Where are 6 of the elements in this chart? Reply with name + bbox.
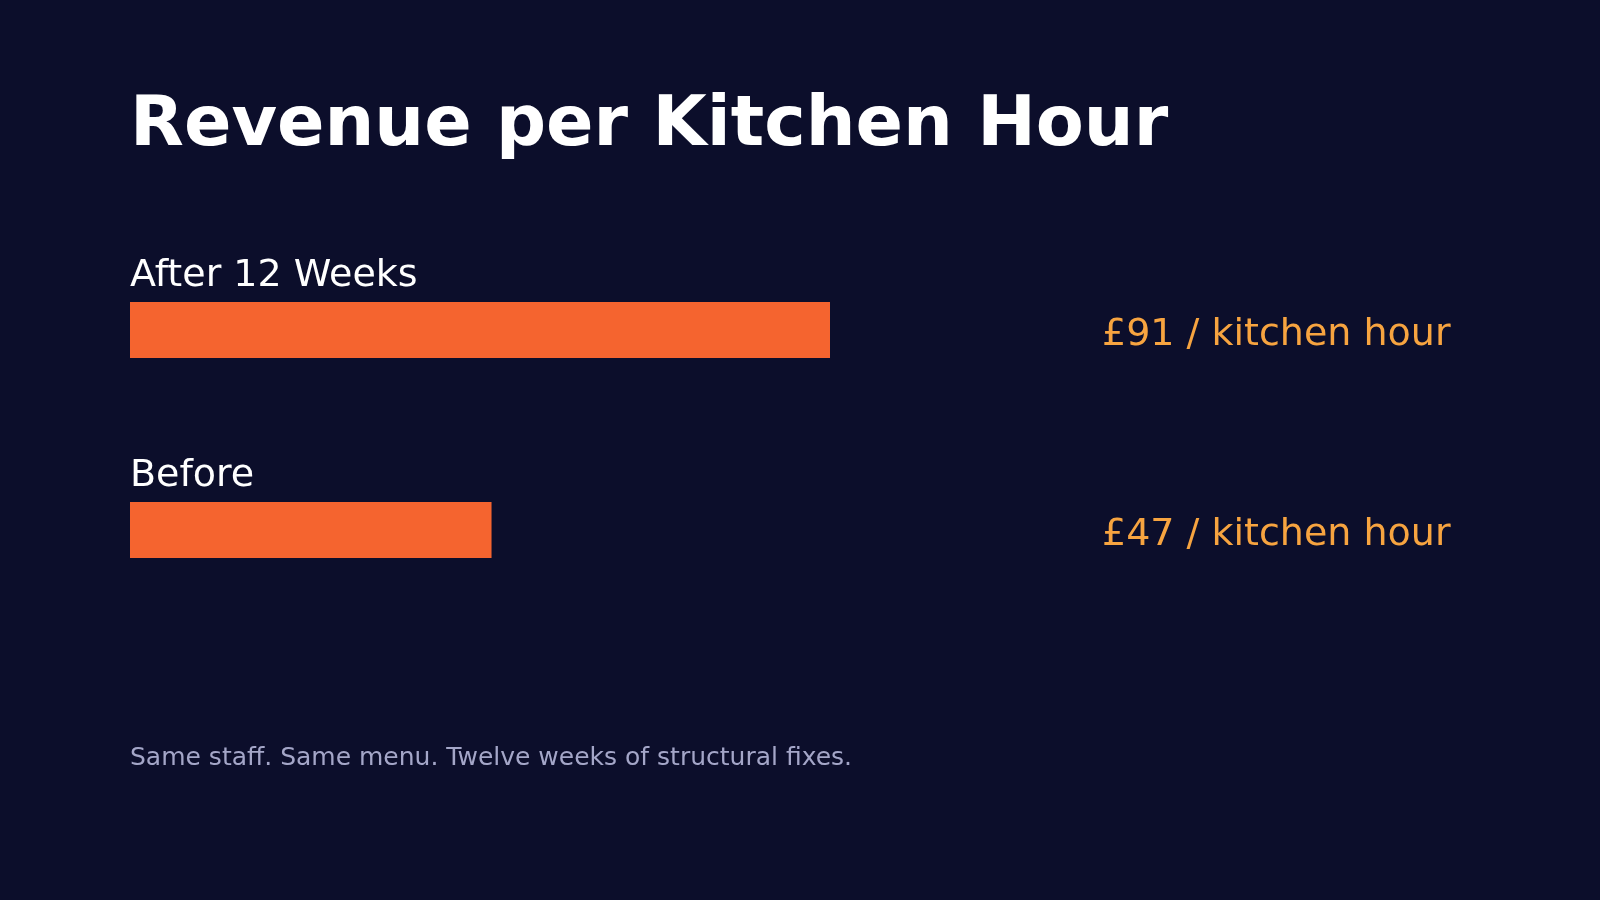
data-label: £47 / kitchen hour — [1102, 510, 1451, 554]
chart-title: Revenue per Kitchen Hour — [130, 80, 1169, 162]
y-tick-label: Before — [130, 451, 255, 495]
data-label: £91 / kitchen hour — [1102, 310, 1451, 354]
y-tick-label: After 12 Weeks — [130, 251, 418, 295]
text: Same staff. Same menu. Twelve weeks of structural fixes. — [130, 742, 853, 771]
